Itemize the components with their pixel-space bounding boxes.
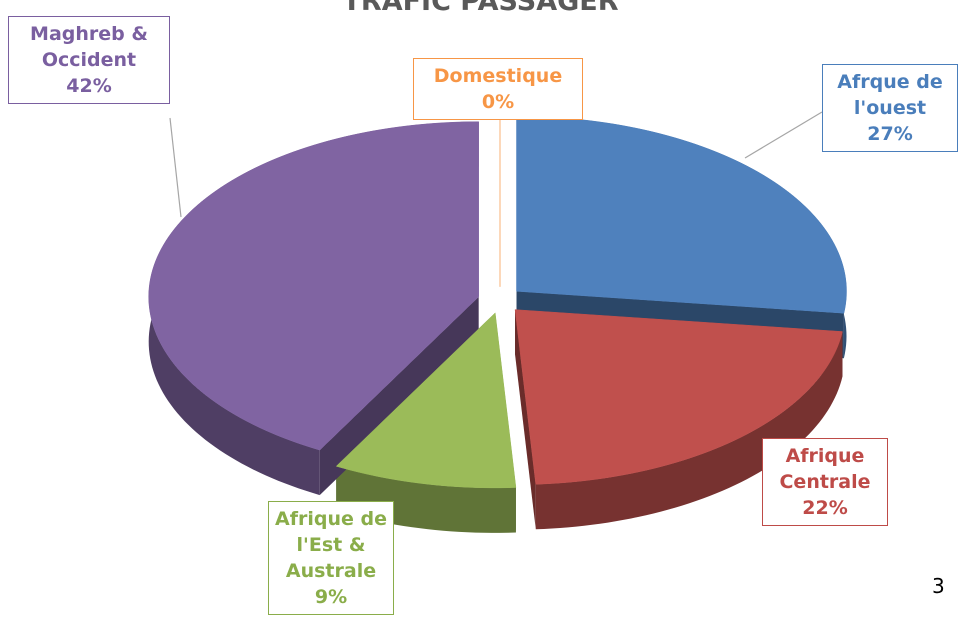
slice: [514, 309, 843, 485]
category-label: Afrique de l'Est & Australe: [275, 508, 387, 582]
data-label: Maghreb & Occident 42%: [8, 16, 170, 104]
slice-tops: [148, 111, 847, 489]
value-label: 0%: [481, 91, 515, 113]
value-label: 42%: [66, 75, 112, 97]
category-label: Afrique Centrale: [779, 445, 871, 493]
leader-line: [744, 111, 823, 159]
value-label: 9%: [314, 586, 348, 608]
slice-side: [535, 331, 843, 530]
data-label: Afrique de l'Est & Australe 9%: [268, 501, 394, 615]
data-label: Afrique Centrale 22%: [762, 438, 888, 526]
value-label: 22%: [802, 497, 848, 519]
data-label: Afrque de l'ouest 27%: [822, 64, 958, 152]
page-number: 3: [932, 574, 945, 598]
value-label: 27%: [867, 123, 913, 145]
leader-line: [169, 117, 182, 218]
slice-wall: [515, 309, 536, 530]
category-label: Maghreb & Occident: [30, 23, 148, 71]
slice: [516, 116, 847, 314]
slice: [148, 121, 479, 451]
data-label: Domestique 0%: [413, 58, 583, 120]
category-label: Afrque de l'ouest: [837, 71, 943, 119]
category-label: Domestique: [433, 65, 563, 87]
chart-title: TRAFIC PASSAGER: [342, 0, 619, 17]
slice: [335, 312, 517, 489]
